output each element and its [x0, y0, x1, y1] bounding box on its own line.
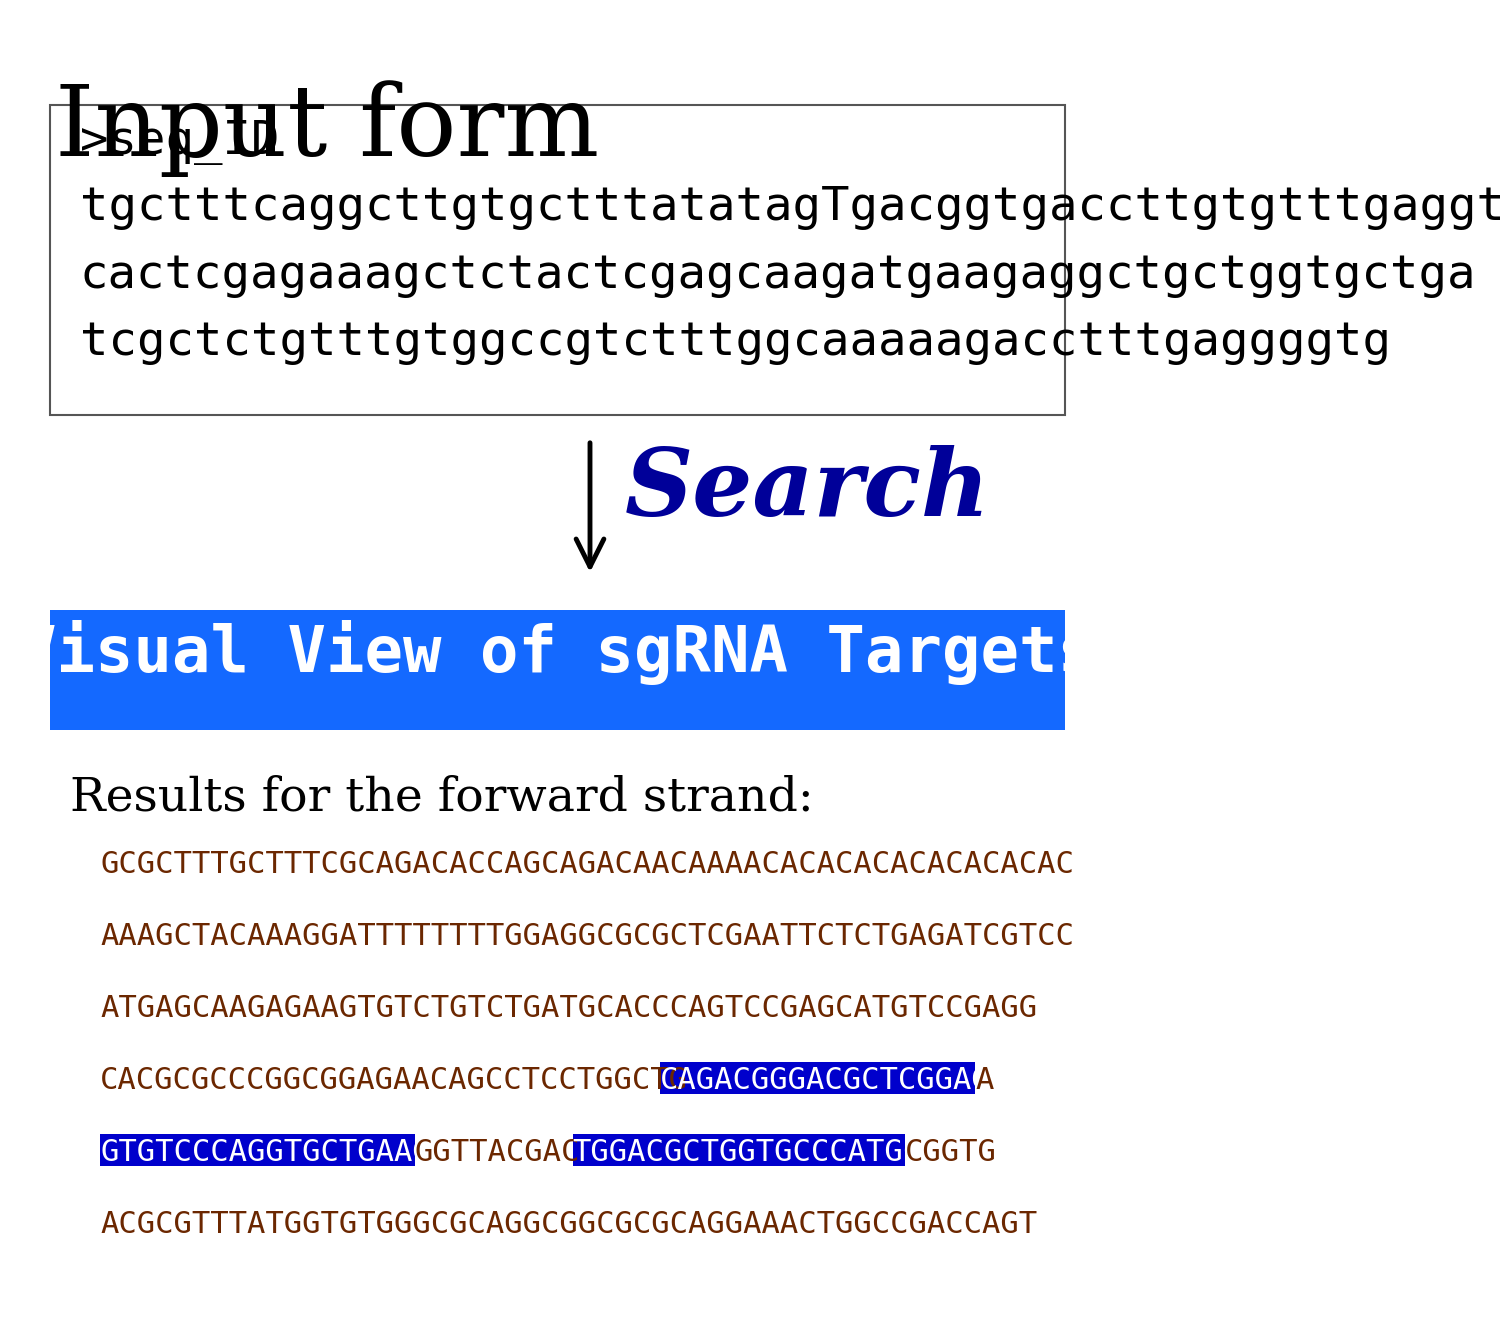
Text: GGTTACGAC: GGTTACGAC: [416, 1138, 580, 1166]
Text: Search: Search: [626, 445, 990, 535]
Text: A: A: [975, 1066, 993, 1094]
Text: GCGCTTTGCTTTCGCAGACACCAGCAGACAACAAAACACACACACACACACAC: GCGCTTTGCTTTCGCAGACACCAGCAGACAACAAAACACA…: [100, 850, 1074, 878]
Text: Visual View of sgRNA Targets: Visual View of sgRNA Targets: [18, 620, 1096, 685]
Text: >seq_ID: >seq_ID: [80, 120, 279, 165]
Bar: [50, 105, 1065, 415]
Text: CGGTG: CGGTG: [904, 1138, 998, 1166]
Bar: [100, 1134, 416, 1166]
Bar: [573, 1134, 904, 1166]
Text: cactcgagaaagctctactcgagcaagatgaagaggctgctggtgctga: cactcgagaaagctctactcgagcaagatgaagaggctgc…: [80, 253, 1476, 299]
Text: TGGACGCTGGTGCCCATGC: TGGACGCTGGTGCCCATGC: [573, 1138, 921, 1166]
Text: CAGACGGGACGCTCGGAG: CAGACGGGACGCTCGGAG: [660, 1066, 990, 1094]
Bar: [660, 1062, 975, 1094]
Text: GTGTCCCAGGTGCTGAAG: GTGTCCCAGGTGCTGAAG: [100, 1138, 430, 1166]
Text: Input form: Input form: [56, 80, 599, 177]
Text: CACGCGCCCGGCGGAGAACAGCCTCCTGGCTG: CACGCGCCCGGCGGAGAACAGCCTCCTGGCTG: [100, 1066, 688, 1094]
Text: tcgctctgtttgtggccgtctttggcaaaaagacctttgaggggtg: tcgctctgtttgtggccgtctttggcaaaaagacctttga…: [80, 320, 1390, 365]
Text: ATGAGCAAGAGAAGTGTCTGTCTGATGCACCCAGTCCGAGCATGTCCGAGG: ATGAGCAAGAGAAGTGTCTGTCTGATGCACCCAGTCCGAG…: [100, 994, 1036, 1022]
Text: AAAGCTACAAAGGATTTTTTTTGGAGGCGCGCTCGAATTCTCTGAGATCGTCC: AAAGCTACAAAGGATTTTTTTTGGAGGCGCGCTCGAATTC…: [100, 922, 1074, 950]
Text: ACGCGTTTATGGTGTGGGCGCAGGCGGCGCGCAGGAAACTGGCCGACCAGT: ACGCGTTTATGGTGTGGGCGCAGGCGGCGCGCAGGAAACT…: [100, 1210, 1036, 1238]
Bar: [50, 611, 1065, 730]
Text: tgctttcaggcttgtgctttatatagTgacggtgaccttgtgtttgaggtagtag: tgctttcaggcttgtgctttatatagTgacggtgaccttg…: [80, 185, 1500, 231]
Text: Results for the forward strand:: Results for the forward strand:: [70, 774, 813, 820]
